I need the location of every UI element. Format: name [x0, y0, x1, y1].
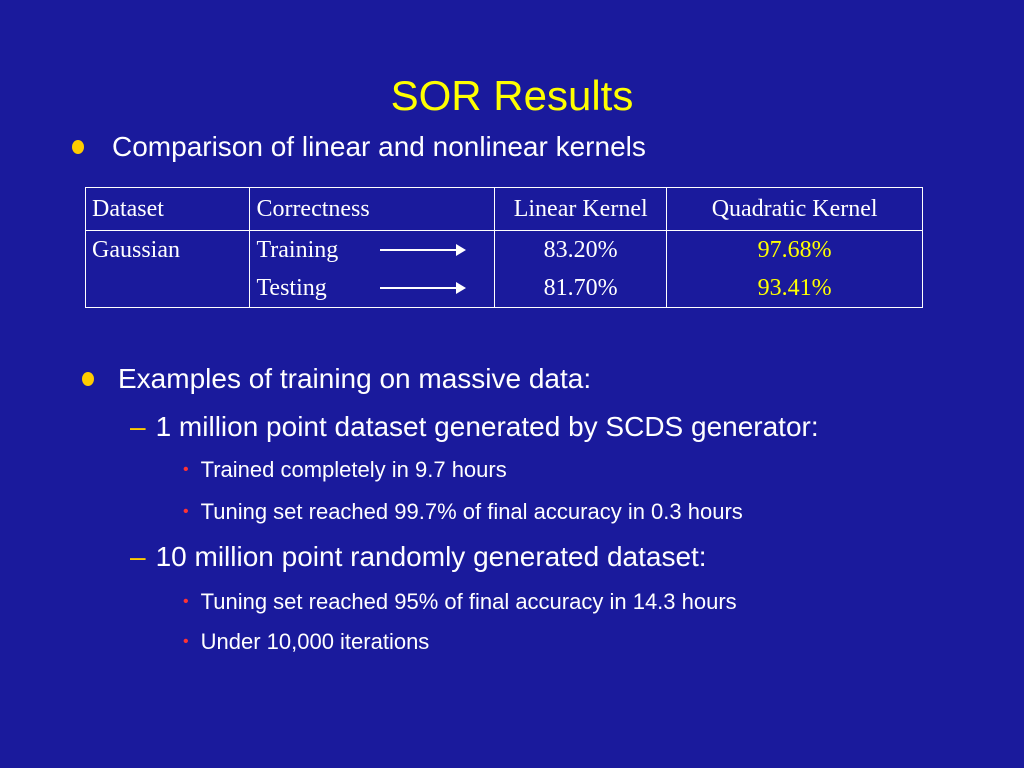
table-row: Testing 81.70% 93.41%	[84, 269, 923, 308]
list-item: • Under 10,000 iterations	[183, 628, 429, 656]
right-arrow-icon	[380, 282, 467, 294]
small-bullet-icon: •	[183, 461, 189, 478]
sub-bullet-1-million: – 1 million point dataset generated by S…	[130, 410, 819, 444]
list-item: • Trained completely in 9.7 hours	[183, 456, 507, 484]
list-item: • Tuning set reached 95% of final accura…	[183, 588, 737, 616]
header-quadratic-kernel: Quadratic Kernel	[666, 187, 923, 231]
list-item-text: Tuning set reached 95% of final accuracy…	[200, 589, 737, 614]
linear-value-training: 83.20%	[494, 230, 668, 269]
linear-value-testing: 81.70%	[494, 269, 668, 308]
header-linear-kernel: Linear Kernel	[494, 187, 668, 231]
table-row: Gaussian Training 83.20% 97.68%	[84, 230, 923, 269]
dataset-cell-empty	[84, 269, 251, 308]
dash-icon: –	[130, 541, 146, 572]
header-correctness: Correctness	[249, 187, 496, 231]
bullet-comparison: Comparison of linear and nonlinear kerne…	[72, 130, 646, 164]
bullet-comparison-text: Comparison of linear and nonlinear kerne…	[112, 131, 646, 162]
correctness-cell: Training	[249, 230, 496, 269]
list-item: • Tuning set reached 99.7% of final accu…	[183, 498, 743, 526]
small-bullet-icon: •	[183, 633, 189, 650]
bullet-massive-data-text: Examples of training on massive data:	[118, 363, 592, 394]
dataset-cell: Gaussian	[84, 230, 251, 269]
table-header-row: Dataset Correctness Linear Kernel Quadra…	[84, 187, 923, 231]
small-bullet-icon: •	[183, 593, 189, 610]
sub-bullet-10-million: – 10 million point randomly generated da…	[130, 540, 707, 574]
right-arrow-icon	[380, 244, 467, 256]
slide-title: SOR Results	[390, 72, 634, 119]
bullet-massive-data: Examples of training on massive data:	[82, 362, 591, 396]
header-dataset: Dataset	[84, 187, 251, 231]
bullet-dot-icon	[82, 372, 94, 386]
sub-bullet-1-million-text: 1 million point dataset generated by SCD…	[155, 411, 819, 442]
small-bullet-icon: •	[183, 503, 189, 520]
results-table: Dataset Correctness Linear Kernel Quadra…	[84, 187, 923, 308]
quadratic-value-testing: 93.41%	[666, 269, 923, 308]
list-item-text: Tuning set reached 99.7% of final accura…	[200, 499, 743, 524]
bullet-dot-icon	[72, 140, 84, 154]
row-label-testing: Testing	[256, 274, 327, 301]
sub-bullet-10-million-text: 10 million point randomly generated data…	[155, 541, 707, 572]
correctness-cell: Testing	[249, 269, 496, 308]
dash-icon: –	[130, 411, 146, 442]
list-item-text: Under 10,000 iterations	[200, 629, 430, 654]
quadratic-value-training: 97.68%	[666, 230, 923, 269]
row-label-training: Training	[256, 236, 339, 263]
list-item-text: Trained completely in 9.7 hours	[200, 457, 507, 482]
